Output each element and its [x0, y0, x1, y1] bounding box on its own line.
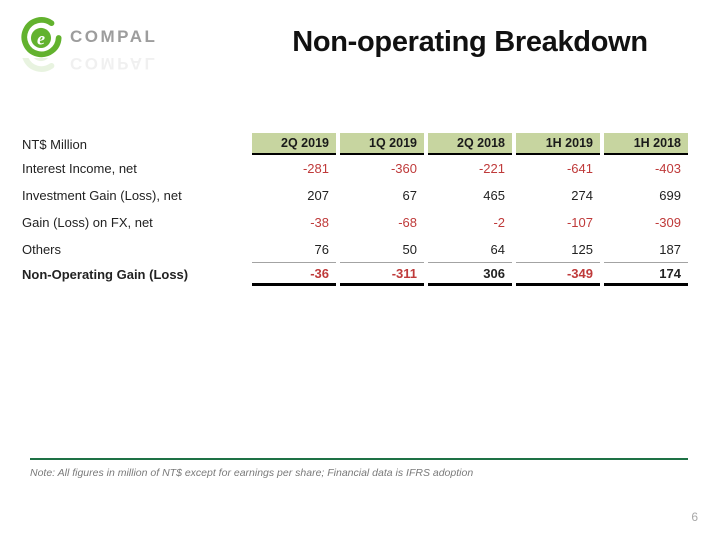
table-cell: -107 [566, 215, 593, 230]
column-header-1h2018: 1H 2018 [604, 133, 688, 155]
table-cell-total: -311 [340, 262, 424, 286]
compal-brand-text: COMPAL [70, 27, 158, 46]
compal-swirl-icon-reflection [21, 58, 62, 72]
page-number: 6 [691, 510, 698, 524]
footer-divider-line [30, 458, 688, 460]
table-cell: 125 [571, 241, 593, 257]
table-cell: -641 [566, 161, 593, 176]
table-cell: 64 [490, 241, 505, 257]
compal-swirl-icon: e [21, 17, 62, 58]
table-cell: 699 [659, 188, 681, 203]
row-label-non-operating-total: Non-Operating Gain (Loss) [22, 266, 189, 282]
row-label-interest-income: Interest Income, net [22, 161, 137, 176]
table-cell: 187 [659, 241, 681, 257]
footnote: Note: All figures in million of NT$ exce… [30, 467, 474, 479]
column-header-1q2019: 1Q 2019 [340, 133, 424, 155]
table-cell: 50 [402, 241, 417, 257]
table-cell: 274 [571, 188, 593, 203]
table-cell: -221 [478, 161, 505, 176]
compal-logo-main: e COMPAL [20, 16, 200, 58]
page-title: Non-operating Breakdown [292, 26, 648, 58]
row-label-investment-gain: Investment Gain (Loss), net [22, 188, 182, 203]
table-cell: -281 [302, 161, 329, 176]
table-cell: -68 [398, 215, 417, 230]
svg-text:e: e [37, 29, 45, 49]
table-cell: 465 [483, 188, 505, 203]
non-operating-table: NT$ Million 2Q 2019 1Q 2019 2Q 2018 1H 2… [22, 133, 688, 286]
table-cell: -38 [310, 215, 329, 230]
row-label-others: Others [22, 241, 62, 257]
table-cell-total: 174 [604, 262, 688, 286]
row-label-fx-gain: Gain (Loss) on FX, net [22, 215, 153, 230]
table-cell-total: -36 [252, 262, 336, 286]
column-header-1h2019: 1H 2019 [516, 133, 600, 155]
table-cell: -360 [390, 161, 417, 176]
compal-logo-reflection: COMPAL [20, 58, 200, 73]
table-cell-total: 306 [428, 262, 512, 286]
table-cell: 67 [402, 188, 417, 203]
table-unit-label: NT$ Million [22, 136, 88, 152]
table-cell: 76 [314, 241, 329, 257]
table-cell-total: -349 [516, 262, 600, 286]
column-header-2q2018: 2Q 2018 [428, 133, 512, 155]
column-header-2q2019: 2Q 2019 [252, 133, 336, 155]
table-cell: 207 [307, 188, 329, 203]
compal-logo: e COMPAL COMPAL [20, 16, 200, 73]
table-cell: -2 [493, 215, 505, 230]
table-cell: -403 [654, 161, 681, 176]
table-cell: -309 [654, 215, 681, 230]
